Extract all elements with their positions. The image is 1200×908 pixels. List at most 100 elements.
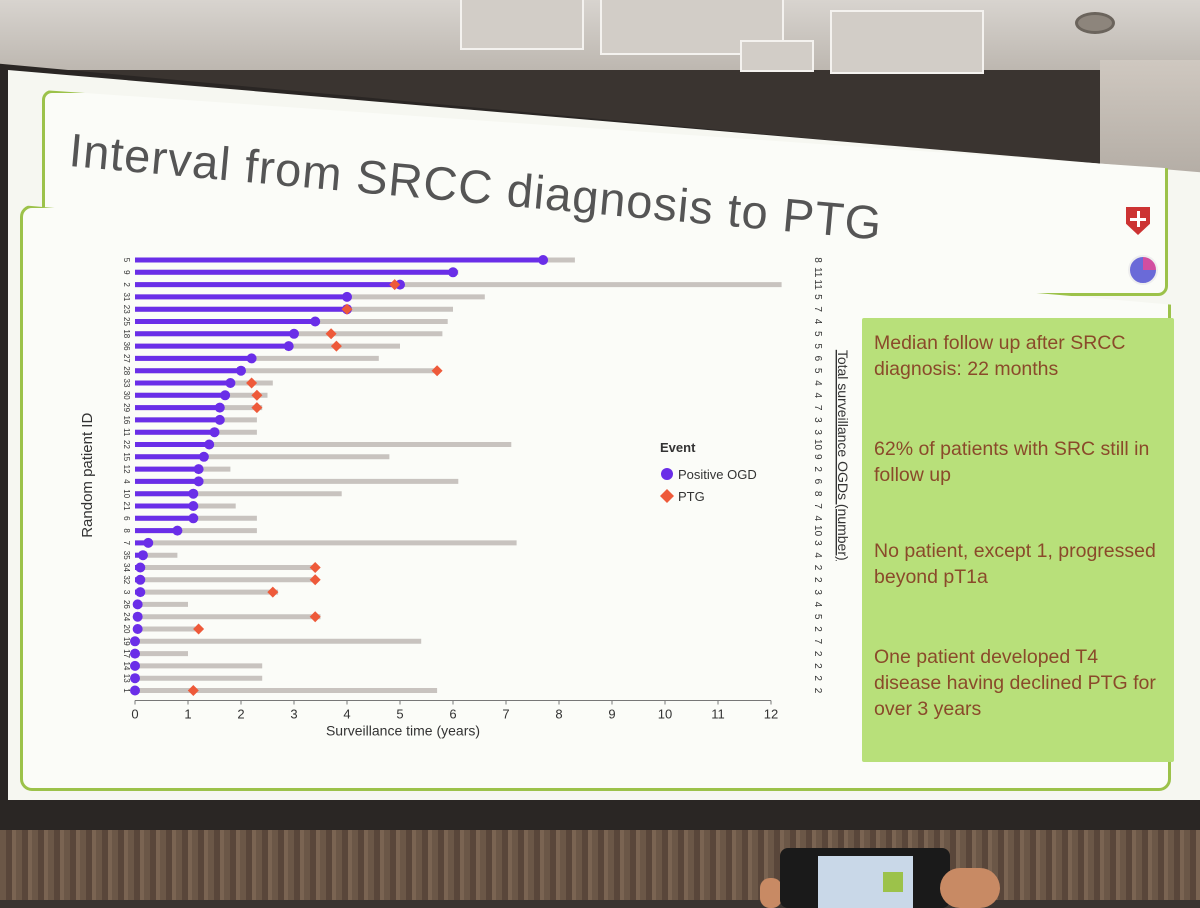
- patient-id-label: 7: [122, 541, 131, 546]
- ptg-point: [309, 574, 321, 586]
- positive-ogd-point: [132, 611, 143, 622]
- positive-ogd-point: [130, 636, 140, 647]
- total-ogd-count: 8: [812, 257, 823, 263]
- total-ogd-count: 7: [812, 306, 823, 312]
- ceiling: [0, 0, 1200, 74]
- positive-ogd-point: [209, 427, 220, 438]
- x-tick-label: 8: [555, 707, 562, 722]
- patient-id-label: 23: [122, 305, 131, 314]
- positive-ogd-point: [225, 378, 236, 388]
- positive-ogd-point: [188, 501, 199, 511]
- info-point: One patient developed T4 disease having …: [874, 646, 1156, 720]
- positive-ogd-point: [193, 476, 204, 487]
- total-ogd-count: 2: [812, 688, 823, 694]
- university-shield-logo: [1126, 207, 1150, 235]
- total-ogd-count: 2: [812, 651, 823, 657]
- x-tick-label: 6: [449, 707, 456, 722]
- positive-ogd-point: [135, 587, 146, 598]
- ptg-point: [389, 279, 401, 291]
- legend-title: Event: [660, 440, 696, 455]
- total-ogd-count: 7: [812, 405, 823, 411]
- total-ogd-count: 9: [812, 454, 823, 460]
- patient-id-label: 8: [122, 528, 131, 533]
- ptg-point: [193, 623, 205, 635]
- x-tick-label: 10: [658, 707, 672, 722]
- total-ogd-count: 5: [812, 294, 823, 300]
- total-ogd-count: 7: [812, 503, 823, 509]
- ceiling-tile: [460, 0, 584, 50]
- positive-ogd-point: [143, 537, 154, 548]
- positive-ogd-point: [193, 464, 204, 475]
- info-point: 62% of patients with SRC still in follow…: [874, 438, 1150, 486]
- ptg-point: [325, 328, 337, 340]
- patient-id-label: 16: [122, 415, 131, 424]
- total-ogd-count: 10: [812, 439, 823, 451]
- patient-id-label: 34: [122, 563, 131, 572]
- total-ogd-count: 10: [812, 525, 823, 537]
- total-ogd-count: 4: [812, 393, 823, 399]
- ptg-point: [309, 611, 321, 623]
- positive-ogd-point: [132, 624, 143, 634]
- patient-id-label: 28: [122, 366, 131, 375]
- patient-id-label: 19: [122, 637, 131, 646]
- positive-ogd-point: [214, 414, 225, 425]
- ceiling-tile: [830, 10, 984, 74]
- x-tick-label: 2: [237, 707, 244, 722]
- ptg-point: [341, 303, 353, 315]
- audience-hand: [940, 868, 1000, 908]
- right-axis-title: Total surveillance OGDs (number): [835, 350, 851, 561]
- positive-ogd-point: [236, 365, 246, 376]
- total-ogd-count: 5: [812, 331, 823, 337]
- x-tick-label: 9: [608, 707, 615, 722]
- patient-id-label: 30: [122, 391, 131, 400]
- y-axis-title: Random patient ID: [79, 413, 96, 538]
- patient-id-label: 20: [122, 625, 131, 634]
- patient-id-label: 33: [122, 379, 131, 388]
- positive-ogd-point: [204, 439, 215, 450]
- positive-ogd-point: [538, 255, 549, 265]
- total-ogd-count: 11: [812, 267, 823, 278]
- x-axis-title: Surveillance time (years): [326, 723, 480, 739]
- ptg-point: [251, 402, 263, 414]
- info-point: No patient, except 1, progressed beyond …: [874, 540, 1156, 588]
- positive-ogd-point: [130, 685, 140, 696]
- total-ogd-count: 4: [812, 552, 823, 558]
- positive-ogd-point: [172, 525, 183, 536]
- positive-ogd-point: [448, 267, 458, 278]
- patient-id-label: 25: [122, 317, 131, 326]
- x-tick-label: 1: [184, 707, 191, 722]
- ptg-point: [246, 377, 258, 389]
- total-ogd-count: 3: [812, 417, 823, 423]
- audience-hand: [760, 878, 782, 908]
- patient-id-label: 3: [122, 590, 131, 595]
- positive-ogd-point: [246, 353, 257, 364]
- info-panel: Median follow up after SRCC diagnosis: 2…: [862, 318, 1174, 762]
- positive-ogd-point: [135, 574, 146, 585]
- total-ogd-count: 2: [812, 577, 823, 583]
- total-ogd-count: 8: [812, 491, 823, 497]
- patient-id-label: 36: [122, 342, 131, 351]
- positive-ogd-point: [137, 550, 148, 561]
- audience-phone: [780, 848, 950, 908]
- patient-id-label: 11: [122, 428, 131, 437]
- total-ogd-count: 5: [812, 343, 823, 349]
- total-ogd-count: 4: [812, 319, 823, 325]
- legend-ogd-marker: [661, 468, 673, 480]
- total-ogd-count: 6: [812, 356, 823, 362]
- phone-screen: [818, 856, 913, 908]
- total-ogd-count: 4: [812, 516, 823, 522]
- x-tick-label: 5: [396, 707, 403, 722]
- total-ogd-count: 11: [812, 279, 823, 290]
- x-tick-label: 7: [502, 707, 509, 722]
- x-tick-label: 12: [764, 707, 778, 722]
- positive-ogd-point: [130, 673, 140, 684]
- ptg-point: [187, 685, 199, 696]
- patient-id-label: 6: [122, 516, 131, 521]
- total-ogd-count: 2: [812, 466, 823, 472]
- legend-ptg-label: PTG: [678, 489, 705, 504]
- patient-id-label: 17: [122, 649, 131, 658]
- total-ogd-count: 3: [812, 540, 823, 546]
- patient-id-label: 9: [122, 270, 131, 275]
- ceiling-light: [1075, 12, 1115, 34]
